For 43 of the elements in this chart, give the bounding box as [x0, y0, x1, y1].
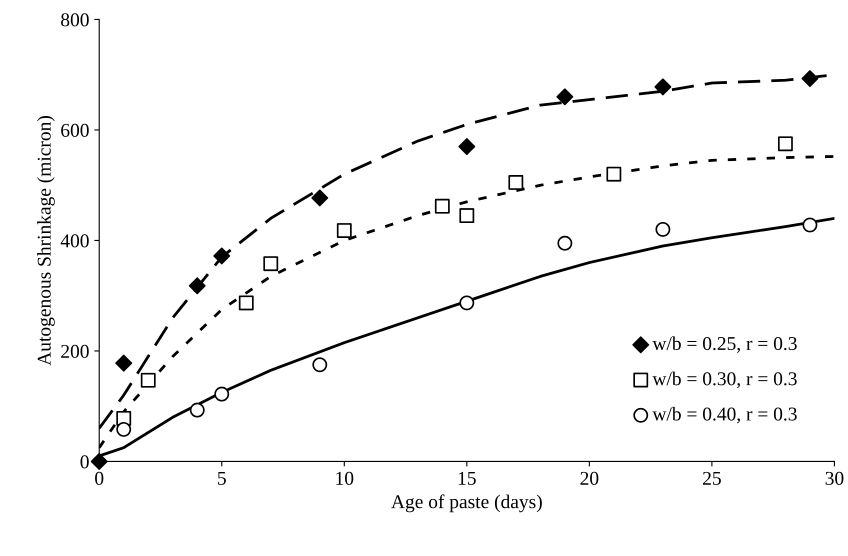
point — [606, 166, 622, 182]
point — [655, 222, 670, 237]
y-tick-label: 400 — [60, 234, 89, 248]
legend-label: w/b = 0.25, r = 0.3 — [652, 336, 797, 353]
point — [263, 256, 278, 272]
point — [556, 88, 574, 106]
point — [778, 136, 793, 152]
point — [214, 386, 230, 402]
point — [312, 357, 328, 372]
point — [116, 422, 132, 437]
x-tick-label: 25 — [703, 472, 721, 485]
point — [336, 223, 352, 238]
x-tick-label: 0 — [95, 472, 104, 485]
point — [459, 295, 474, 310]
y-tick-label: 600 — [61, 124, 89, 137]
y-tick-label: 800 — [61, 13, 89, 26]
point — [311, 189, 328, 206]
point — [238, 295, 254, 310]
point — [508, 175, 524, 190]
x-tick-label: 15 — [458, 472, 476, 485]
point — [654, 78, 672, 96]
point — [801, 70, 818, 88]
x-axis-title: Age of paste (days) — [391, 494, 542, 512]
point — [557, 236, 572, 251]
point — [458, 138, 476, 155]
x-tick-label: 30 — [826, 472, 844, 485]
legend-label: w/b = 0.30, r = 0.3 — [652, 372, 797, 388]
point — [213, 248, 230, 264]
x-tick-label: 5 — [218, 472, 226, 485]
point — [115, 354, 132, 372]
point — [188, 277, 206, 294]
y-axis-title: Autogenous Shrinkage (micron) — [37, 116, 55, 366]
point — [802, 218, 818, 232]
x-tick-label: 10 — [336, 472, 354, 485]
x-tick-label: 20 — [580, 472, 598, 485]
y-tick-label: 0 — [80, 455, 89, 468]
point — [459, 208, 474, 224]
y-tick-label: 200 — [61, 344, 89, 358]
point — [190, 402, 205, 418]
point — [90, 453, 108, 470]
point — [140, 372, 156, 388]
point — [434, 198, 450, 214]
legend-label: w/b = 0.40, r = 0.3 — [652, 406, 797, 424]
